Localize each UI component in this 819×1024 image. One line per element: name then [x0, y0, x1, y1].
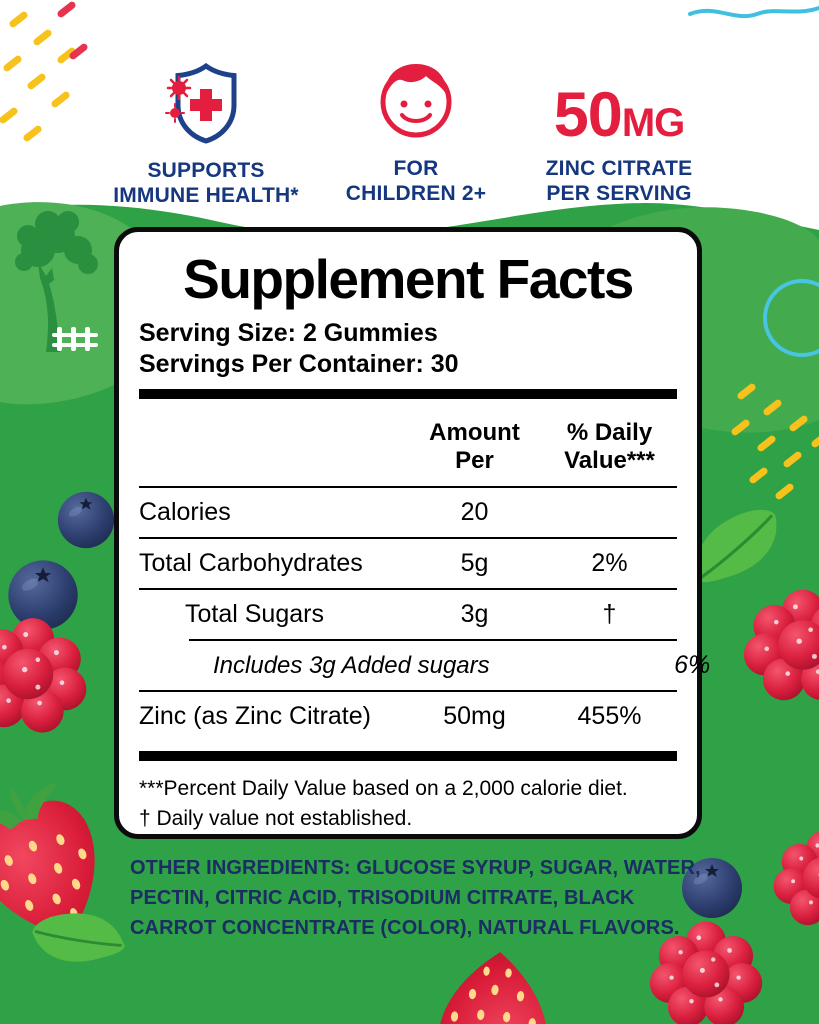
supplement-facts-panel: Supplement Facts Serving Size: 2 Gummies…: [114, 227, 710, 839]
row-dv: 2%: [591, 549, 628, 578]
teal-wave-decoration: [688, 6, 819, 19]
facts-row-total-sugars: Total Sugars 3g †: [139, 588, 677, 639]
badge-children-label: FOR CHILDREN 2+: [330, 156, 502, 206]
col-header-amount: Amount Per: [407, 419, 542, 474]
supplement-facts-title: Supplement Facts: [183, 248, 634, 310]
badge-children-line1: FOR: [393, 157, 439, 180]
fence-illustration: [52, 327, 98, 351]
serving-size: Serving Size: 2 Gummies: [139, 319, 438, 347]
badge-dosage: 50MG ZINC CITRATE PER SERVING: [526, 56, 712, 206]
badge-immune-line2: IMMUNE HEALTH*: [113, 184, 299, 208]
blueberry-image: [56, 490, 116, 550]
row-amount: 5g: [460, 549, 489, 578]
raspberry-image: [742, 584, 819, 706]
facts-row-zinc: Zinc (as Zinc Citrate) 50mg 455%: [139, 690, 677, 741]
badge-children-line2: CHILDREN 2+: [345, 182, 487, 206]
row-amount: 50mg: [443, 702, 506, 731]
footnote-daily-value: ***Percent Daily Value based on a 2,000 …: [139, 777, 628, 801]
badge-dose-line1: ZINC CITRATE: [545, 157, 693, 180]
row-amount: 20: [460, 498, 489, 527]
facts-row-calories: Calories 20: [139, 488, 677, 537]
dosage-text: 50MG: [526, 56, 712, 147]
strawberry-image: [417, 938, 570, 1024]
col-amount-line2: Per: [455, 446, 494, 474]
badge-dose-label: ZINC CITRATE PER SERVING: [526, 156, 712, 206]
badge-immune-line1: SUPPORTS: [147, 159, 265, 182]
badge-immune-label: SUPPORTS IMMUNE HEALTH*: [106, 158, 306, 208]
row-dv: 455%: [577, 702, 642, 731]
raspberry-image: [0, 604, 98, 744]
shield-cross-icon: [106, 58, 306, 146]
row-name: Calories: [139, 498, 231, 527]
col-dv-line2: Value***: [564, 446, 655, 474]
facts-row-total-carbohydrates: Total Carbohydrates 5g 2%: [139, 537, 677, 588]
col-dv-line1: % Daily: [566, 419, 653, 446]
header-spacer: [139, 419, 407, 474]
thick-divider-top: [139, 389, 677, 399]
badge-for-children: FOR CHILDREN 2+: [330, 56, 502, 206]
servings-per-container: Servings Per Container: 30: [139, 350, 459, 378]
badge-immune-health: SUPPORTS IMMUNE HEALTH*: [106, 58, 306, 208]
facts-row-added-sugars: Includes 3g Added sugars 6%: [189, 639, 710, 690]
row-name: Total Sugars: [185, 600, 324, 629]
row-name: Includes 3g Added sugars: [213, 651, 490, 679]
row-name: Total Carbohydrates: [139, 549, 363, 578]
col-header-daily-value: % Daily Value***: [542, 419, 677, 474]
row-dv: 6%: [674, 651, 711, 680]
footnote-dagger: † Daily value not established.: [139, 807, 413, 831]
row-dv: †: [602, 600, 617, 629]
col-amount-line1: Amount: [429, 419, 520, 446]
teal-circle-decoration: [763, 279, 819, 357]
dose-amount: 50: [553, 80, 623, 151]
facts-header-row: Amount Per % Daily Value***: [139, 399, 677, 489]
row-amount: 3g: [460, 600, 489, 629]
other-ingredients-label: OTHER INGREDIENTS:: [130, 857, 351, 879]
other-ingredients-text: GLUCOSE SYRUP, SUGAR, WATER, PECTIN, CIT…: [130, 857, 701, 939]
other-ingredients: OTHER INGREDIENTS: GLUCOSE SYRUP, SUGAR,…: [130, 853, 704, 943]
badge-dose-line2: PER SERVING: [546, 182, 692, 206]
tree-illustration: [15, 211, 98, 352]
raspberry-image: [772, 826, 819, 930]
dose-unit: MG: [621, 101, 685, 146]
thick-divider-bottom: [139, 751, 677, 762]
row-name: Zinc (as Zinc Citrate): [139, 702, 371, 731]
child-face-icon: [330, 56, 502, 144]
